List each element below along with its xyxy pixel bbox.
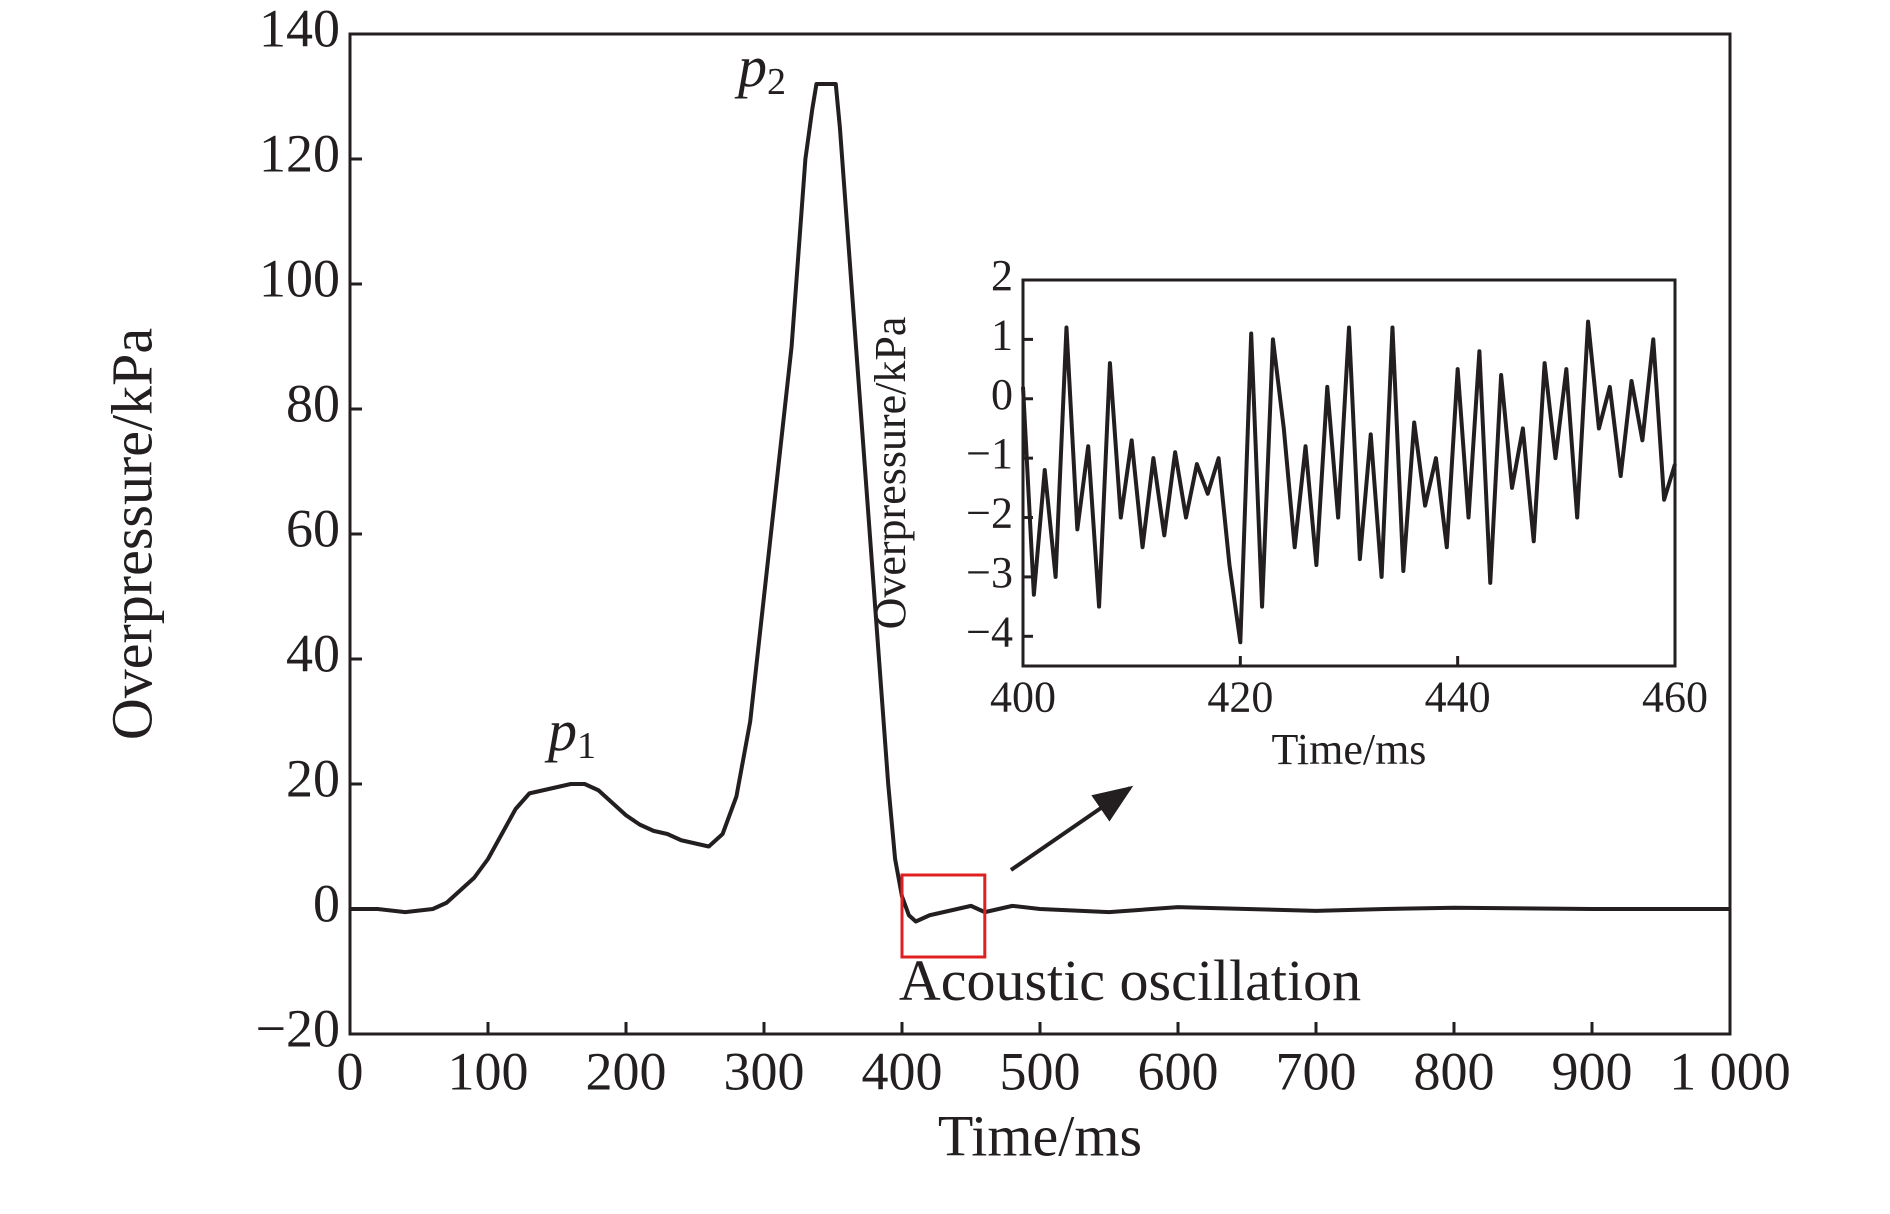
y-tick-label: 1 (991, 310, 1013, 359)
x-axis-title: Time/ms (938, 1103, 1142, 1168)
annotation-text: p (734, 34, 767, 99)
y-tick-label: −20 (256, 998, 340, 1058)
y-tick-label: 60 (286, 498, 340, 558)
x-tick-label: 440 (1425, 672, 1491, 721)
x-axis-title: Time/ms (1272, 725, 1427, 774)
x-tick-label: 460 (1642, 672, 1708, 721)
y-tick-label: 140 (259, 0, 340, 58)
arrow (1009, 785, 1134, 872)
y-tick-label: 120 (259, 123, 340, 183)
y-tick-label: 20 (286, 748, 340, 808)
highlight-box (900, 873, 987, 959)
x-tick-label: 0 (337, 1042, 364, 1102)
y-axis-title: Overpressure/kPa (866, 317, 915, 630)
annotation-subscript: 1 (577, 725, 596, 767)
x-tick-label: 800 (1414, 1042, 1495, 1102)
y-tick-label: −4 (966, 607, 1013, 656)
y-tick-label: −3 (966, 548, 1013, 597)
y-tick-label: 2 (991, 251, 1013, 300)
annotation: p1 (544, 698, 596, 766)
x-tick-label: 400 (990, 672, 1056, 721)
y-tick-label: −1 (966, 429, 1013, 478)
y-tick-label: 80 (286, 373, 340, 433)
x-tick-label: 600 (1138, 1042, 1219, 1102)
y-tick-label: 0 (313, 873, 340, 933)
x-tick-label: 420 (1207, 672, 1273, 721)
data-line (1021, 319, 1677, 645)
y-tick-label: −2 (966, 489, 1013, 538)
plot-frame (1021, 278, 1677, 668)
annotation: Acoustic oscillation (899, 948, 1361, 1013)
x-tick-label: 1 000 (1669, 1042, 1791, 1102)
x-tick-label: 500 (1000, 1042, 1081, 1102)
annotation-text: Acoustic oscillation (899, 948, 1361, 1013)
x-tick-label: 100 (448, 1042, 529, 1102)
y-tick-label: 40 (286, 623, 340, 683)
annotation-text: p (544, 698, 577, 763)
annotation-subscript: 2 (767, 61, 786, 103)
x-tick-label: 400 (862, 1042, 943, 1102)
y-tick-label: 0 (991, 370, 1013, 419)
x-tick-label: 300 (724, 1042, 805, 1102)
data-line (350, 82, 1730, 924)
y-axis-title: Overpressure/kPa (99, 328, 164, 740)
x-tick-label: 200 (586, 1042, 667, 1102)
x-tick-label: 700 (1276, 1042, 1357, 1102)
y-tick-label: 100 (259, 248, 340, 308)
annotation: p2 (734, 34, 786, 102)
x-tick-label: 900 (1552, 1042, 1633, 1102)
